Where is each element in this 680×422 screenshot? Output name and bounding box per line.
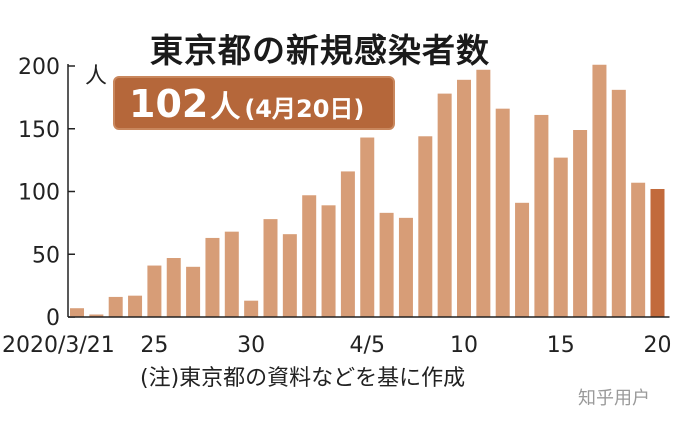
bar	[244, 300, 259, 317]
bar	[379, 212, 394, 317]
bar	[166, 258, 181, 317]
bar	[573, 130, 588, 317]
bar	[224, 231, 239, 317]
bar	[553, 157, 568, 317]
x-tick-label: 30	[237, 333, 265, 358]
bar	[437, 93, 452, 317]
callout-date: (4月20日)	[244, 95, 365, 123]
bar	[515, 202, 530, 317]
y-tick-label: 50	[32, 243, 60, 268]
x-tick-label: 10	[450, 333, 478, 358]
y-tick-label: 0	[46, 306, 60, 331]
bar	[495, 108, 510, 317]
bar	[340, 171, 355, 317]
callout-value: 102	[129, 82, 209, 126]
bar	[70, 308, 84, 317]
bar	[89, 314, 104, 317]
bar	[108, 296, 123, 317]
bar	[457, 79, 471, 317]
watermark: 知乎用户	[578, 388, 650, 409]
bar	[128, 295, 143, 317]
bar	[205, 237, 220, 317]
x-tick-label: 25	[140, 333, 168, 358]
bar	[321, 205, 336, 317]
bar	[282, 234, 297, 317]
bar	[360, 137, 375, 317]
bar-highlight	[650, 188, 665, 317]
bar	[147, 265, 162, 317]
chart-title: 東京都の新規感染者数	[150, 31, 490, 70]
bar	[534, 114, 549, 317]
callout-badge: 102 人 (4月20日)	[113, 76, 395, 130]
bar	[263, 219, 278, 317]
bar	[418, 136, 433, 317]
y-tick-label: 200	[18, 55, 60, 80]
x-tick-label: 20	[644, 333, 672, 358]
y-axis-unit-label: 人	[85, 64, 108, 89]
callout-unit: 人	[210, 90, 241, 125]
bar	[611, 89, 626, 317]
bar	[302, 195, 317, 317]
x-tick-label: 4/5	[350, 333, 385, 358]
y-tick-label: 100	[18, 181, 60, 206]
bar	[476, 69, 491, 318]
source-note: (注)東京都の資料などを基に作成	[140, 366, 466, 391]
x-tick-label: 15	[547, 333, 575, 358]
bar	[592, 64, 607, 317]
bar	[631, 182, 646, 317]
x-tick-label: 2020/3/21	[2, 333, 115, 358]
bar	[186, 266, 201, 317]
y-tick-label: 150	[18, 118, 60, 143]
bar	[398, 217, 413, 317]
